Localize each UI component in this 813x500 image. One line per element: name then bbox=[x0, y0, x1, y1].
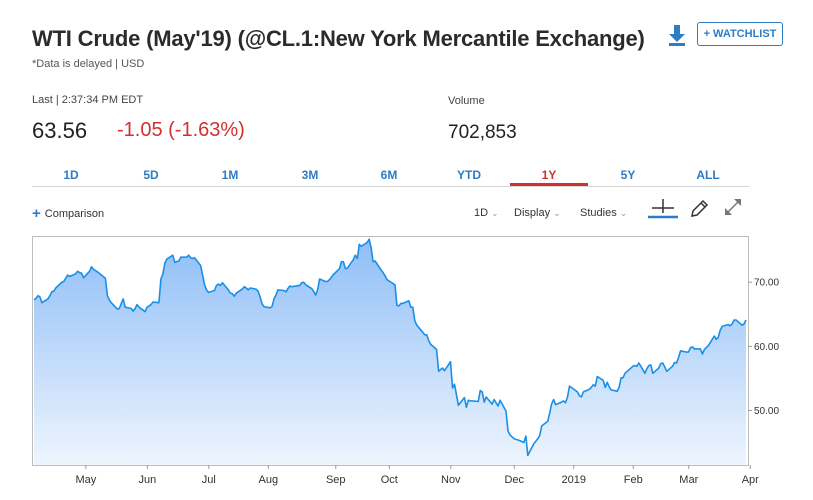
plot-frame bbox=[32, 236, 749, 466]
x-tick-label: Dec bbox=[504, 474, 524, 486]
pencil-icon[interactable] bbox=[688, 198, 710, 225]
y-axis: 50.00 60.00 70.00 bbox=[748, 278, 779, 417]
price-chart-svg: 50.00 60.00 70.00 May Jun Jul Aug Sep Oct Nov Dec… bbox=[32, 236, 779, 486]
tab-6m[interactable]: 6M bbox=[380, 168, 398, 182]
x-tick-label: Jun bbox=[138, 474, 156, 486]
tab-1d[interactable]: 1D bbox=[63, 168, 79, 182]
y-tick-label: 60.00 bbox=[754, 342, 779, 353]
x-tick-label: Jul bbox=[202, 474, 216, 486]
page-title: WTI Crude (May'19) (@CL.1:New York Merca… bbox=[32, 26, 645, 51]
watchlist-button[interactable]: + WATCHLIST bbox=[697, 22, 783, 46]
display-label: Display bbox=[514, 207, 551, 219]
time-range-tabs: 1D 5D 1M 3M 6M YTD 1Y 5Y ALL bbox=[32, 166, 749, 187]
tab-5y[interactable]: 5Y bbox=[620, 168, 636, 182]
tab-1m[interactable]: 1M bbox=[221, 168, 239, 182]
display-dropdown[interactable]: Display ⌄ bbox=[514, 207, 561, 219]
studies-dropdown[interactable]: Studies ⌄ bbox=[580, 207, 627, 219]
plus-icon: + bbox=[32, 205, 41, 222]
price-line bbox=[33, 238, 747, 457]
comparison-label: Comparison bbox=[44, 208, 105, 220]
chevron-down-icon: ⌄ bbox=[491, 208, 499, 218]
last-price: 63.56 bbox=[32, 118, 88, 143]
last-trade-label: Last | 2:37:34 PM EDT bbox=[32, 94, 144, 106]
x-tick-label: May bbox=[75, 474, 96, 486]
volume-value: 702,853 bbox=[448, 122, 517, 143]
x-tick-label: Oct bbox=[381, 474, 398, 486]
expand-icon[interactable] bbox=[722, 196, 744, 223]
x-tick-label: Mar bbox=[679, 474, 698, 486]
interval-label: 1D bbox=[474, 207, 489, 219]
x-tick-label: Sep bbox=[326, 474, 346, 486]
comparison-button[interactable]: + Comparison bbox=[32, 205, 104, 222]
y-tick-label: 50.00 bbox=[754, 406, 779, 417]
x-tick-label: Aug bbox=[259, 474, 279, 486]
tab-1y[interactable]: 1Y bbox=[510, 166, 588, 186]
crosshair-icon[interactable] bbox=[646, 198, 680, 225]
chart-toolbar: + Comparison 1D ⌄ Display ⌄ Studies ⌄ bbox=[32, 198, 749, 226]
data-delay-note: *Data is delayed | USD bbox=[32, 58, 145, 70]
tab-ytd[interactable]: YTD bbox=[457, 168, 481, 182]
tab-5d[interactable]: 5D bbox=[143, 168, 159, 182]
x-tick-label: 2019 bbox=[562, 474, 586, 486]
download-icon[interactable] bbox=[664, 22, 690, 48]
price-change: -1.05 (-1.63%) bbox=[117, 119, 245, 141]
volume-label: Volume bbox=[448, 95, 485, 107]
tab-3m[interactable]: 3M bbox=[301, 168, 319, 182]
chevron-down-icon: ⌄ bbox=[553, 208, 561, 218]
tab-all[interactable]: ALL bbox=[696, 168, 720, 182]
x-tick-label: Feb bbox=[624, 474, 643, 486]
x-tick-label: Nov bbox=[441, 474, 461, 486]
price-area bbox=[34, 239, 746, 465]
x-axis: May Jun Jul Aug Sep Oct Nov Dec 2019 Feb Mar Apr bbox=[75, 465, 759, 486]
y-tick-label: 70.00 bbox=[754, 278, 779, 289]
chevron-down-icon: ⌄ bbox=[619, 208, 628, 218]
x-tick-label: Apr bbox=[742, 474, 759, 486]
interval-dropdown[interactable]: 1D ⌄ bbox=[474, 207, 499, 219]
studies-label: Studies bbox=[580, 207, 617, 219]
price-chart[interactable]: 50.00 60.00 70.00 May Jun Jul Aug Sep Oct Nov Dec… bbox=[32, 236, 813, 495]
